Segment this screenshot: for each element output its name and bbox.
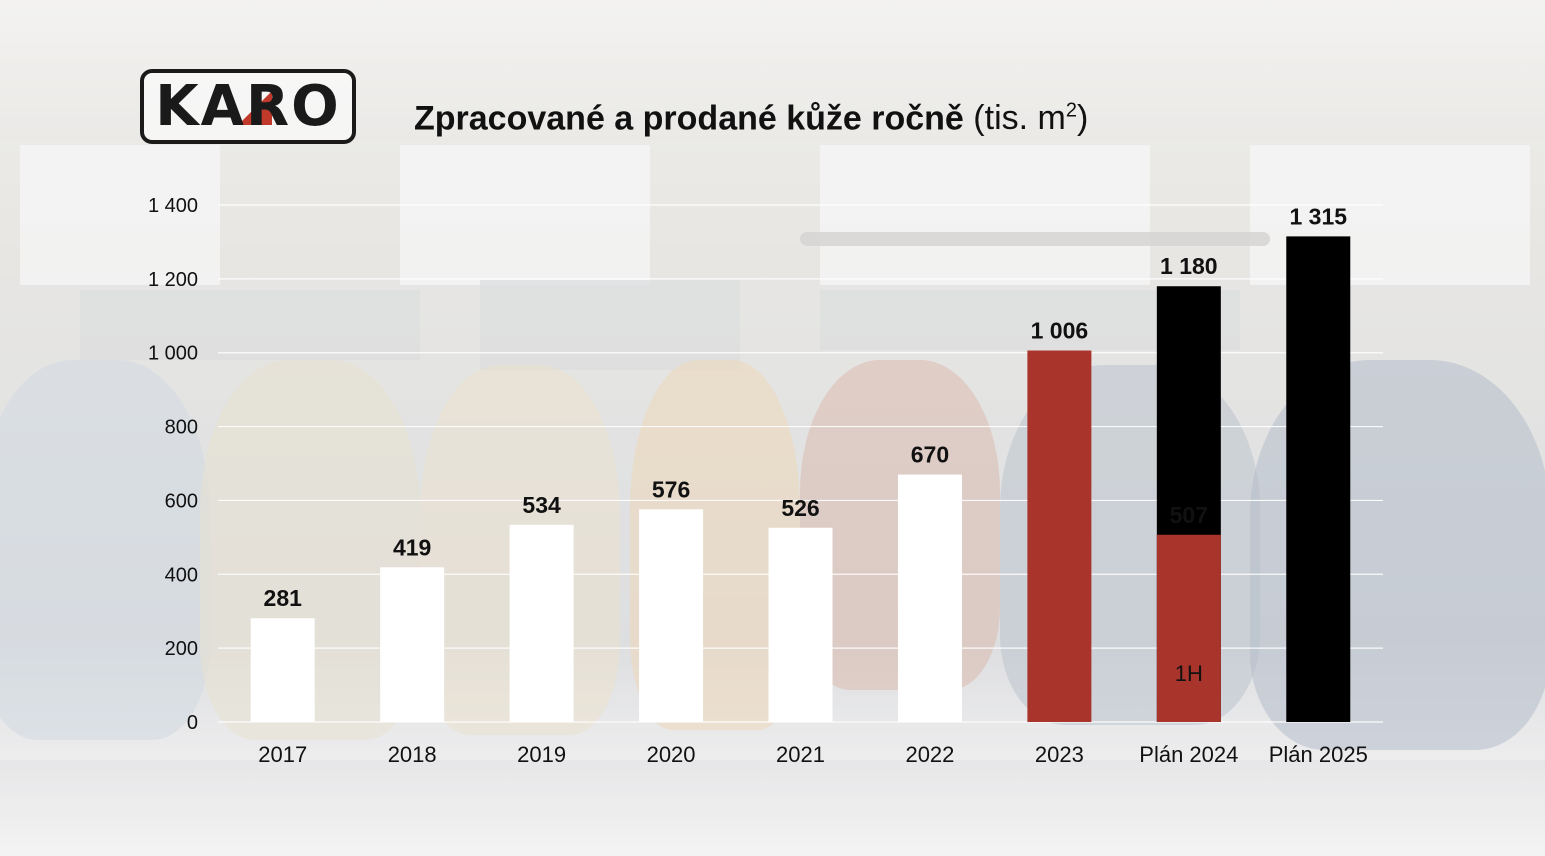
bar: [768, 527, 833, 722]
y-tick-label: 600: [165, 490, 198, 512]
data-label: 281: [264, 585, 303, 611]
bar: [380, 567, 445, 722]
x-tick-label: 2017: [258, 742, 307, 767]
data-label: 419: [393, 534, 431, 560]
machine: [80, 290, 420, 360]
title-unit: (tis. m2): [973, 99, 1089, 138]
window: [20, 145, 220, 285]
x-tick-label: 2023: [1035, 742, 1084, 767]
bar: [639, 509, 704, 722]
data-label: 526: [781, 495, 819, 521]
x-tick-label: 2020: [647, 742, 696, 767]
logo-text: KARO: [155, 73, 341, 139]
y-tick-label: 1 400: [148, 195, 198, 217]
x-tick-label: 2022: [905, 742, 954, 767]
data-label: 1 180: [1160, 253, 1218, 279]
data-label: 1 006: [1031, 317, 1089, 343]
y-tick-label: 800: [165, 417, 198, 439]
x-tick-label: 2019: [517, 742, 566, 767]
window: [820, 145, 1150, 285]
x-tick-label: 2021: [776, 742, 825, 767]
y-tick-label: 0: [187, 712, 198, 734]
machine: [480, 280, 740, 370]
data-label: 576: [652, 476, 690, 502]
y-tick-label: 400: [165, 564, 198, 586]
bar: [1286, 236, 1351, 722]
floor: [0, 760, 1545, 856]
window: [400, 145, 650, 285]
segment-label: 1H: [1175, 661, 1203, 686]
logo-wedge-icon: [238, 91, 272, 125]
bar: [897, 474, 962, 722]
karo-logo: KARO: [140, 69, 356, 144]
leather-hide: [0, 360, 210, 740]
bar-segment: [1156, 534, 1221, 722]
title-main: Zpracované a prodané kůže ročně: [414, 99, 964, 138]
data-label: 534: [522, 492, 561, 518]
y-tick-label: 1 000: [148, 343, 198, 365]
bar: [250, 618, 315, 722]
segment-value-label: 507: [1170, 502, 1208, 528]
bar: [1027, 350, 1092, 722]
y-tick-label: 1 200: [148, 269, 198, 291]
x-tick-label: 2018: [388, 742, 437, 767]
y-tick-label: 200: [165, 638, 198, 660]
data-label: 670: [911, 442, 949, 468]
chart-title: Zpracované a prodané kůže ročně (tis. m2…: [414, 86, 1089, 138]
x-tick-label: Plán 2025: [1269, 742, 1368, 767]
bar: [509, 524, 574, 722]
pipe: [800, 232, 1270, 246]
x-tick-label: Plán 2024: [1139, 742, 1238, 767]
data-label: 1 315: [1289, 203, 1347, 229]
